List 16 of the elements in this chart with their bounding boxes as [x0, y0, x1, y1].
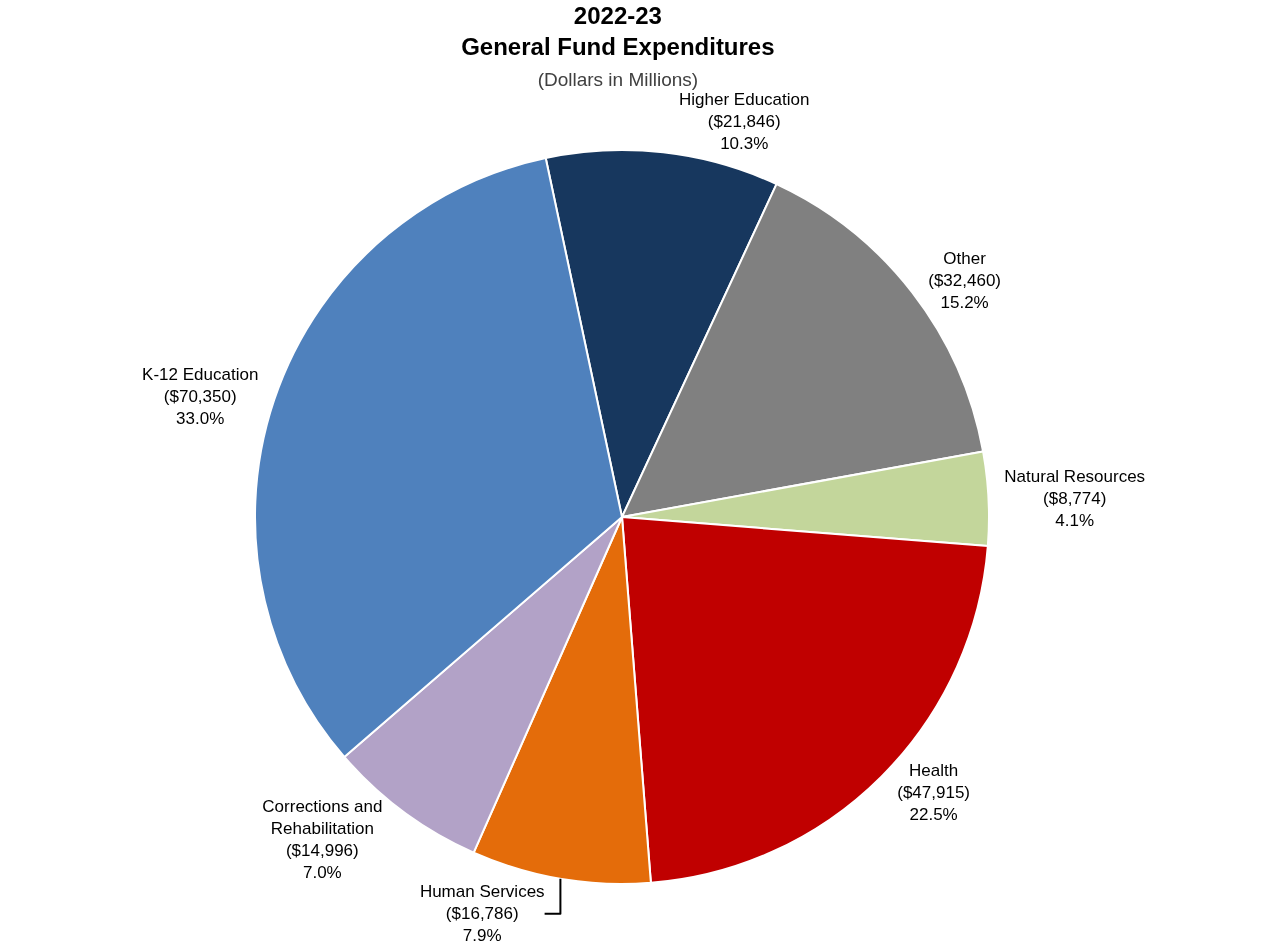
slice-label: Higher Education — [679, 89, 810, 109]
data-label: ($70,350) 33.0% — [163, 387, 237, 429]
data-label: ($14,996) 7.0% — [285, 841, 359, 883]
slice-label: Other — [943, 249, 987, 269]
chart-title: 2022-23 General Fund Expenditures — [461, 1, 775, 60]
slice-label: K-12 Education — [142, 365, 259, 385]
slice-label: Natural Resources — [1004, 467, 1146, 487]
chart-subtitle: (Dollars in Millions) — [537, 69, 699, 91]
slice-label: Human Services — [419, 882, 545, 902]
slice-label: Health — [909, 760, 959, 780]
data-label: ($21,846) 10.3% — [707, 111, 781, 153]
data-label: ($32,460) 15.2% — [928, 271, 1002, 313]
data-label: ($8,774) 4.1% — [1043, 489, 1107, 531]
data-label: ($16,786) 7.9% — [445, 904, 519, 946]
data-label: ($47,915) 22.5% — [897, 782, 971, 824]
slice-label: Corrections and Rehabilitation — [262, 796, 383, 839]
